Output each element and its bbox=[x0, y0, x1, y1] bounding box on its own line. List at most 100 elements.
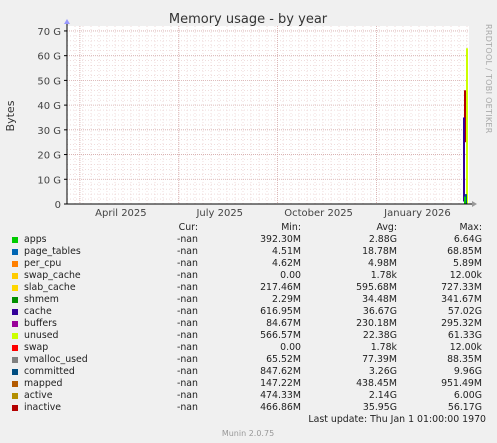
legend-cur: -nan bbox=[176, 258, 198, 269]
legend-min: 847.62M bbox=[260, 366, 301, 377]
legend-swatch bbox=[12, 357, 18, 363]
legend-max: 88.35M bbox=[447, 354, 482, 365]
legend-max: 951.49M bbox=[441, 378, 482, 389]
last-update: Last update: Thu Jan 1 01:00:00 1970 bbox=[308, 414, 486, 425]
legend-swatch bbox=[12, 333, 18, 339]
legend-item-page-tables: page_tables -nan 4.51M 18.78M 68.85M bbox=[12, 246, 492, 258]
legend-item-buffers: buffers -nan 84.67M 230.18M 295.32M bbox=[12, 318, 492, 330]
legend-rows: apps -nan 392.30M 2.88G 6.64G page_tables -nan… bbox=[12, 234, 492, 414]
legend-swatch bbox=[12, 393, 18, 399]
legend-min: 2.29M bbox=[272, 294, 301, 305]
legend-max: 68.85M bbox=[447, 246, 482, 257]
legend-swatch bbox=[12, 285, 18, 291]
y-tick-label: 30 G bbox=[37, 126, 61, 137]
legend-max: 56.17G bbox=[447, 402, 482, 413]
legend-max: 6.00G bbox=[453, 390, 482, 401]
x-tick-label: April 2025 bbox=[95, 208, 146, 219]
legend-name: per_cpu bbox=[24, 258, 62, 269]
legend-max: 57.02G bbox=[447, 306, 482, 317]
legend: Cur: Min: Avg: Max: apps -nan 392.30M 2.88G… bbox=[12, 222, 492, 414]
y-tick-label: 70 G bbox=[37, 27, 61, 38]
legend-swatch bbox=[12, 345, 18, 351]
legend-cur: -nan bbox=[176, 366, 198, 377]
x-tick-label: October 2025 bbox=[284, 208, 353, 219]
legend-avg: 36.67G bbox=[362, 306, 397, 317]
legend-item-slab-cache: slab_cache -nan 217.46M 595.68M 727.33M bbox=[12, 282, 492, 294]
legend-swatch bbox=[12, 273, 18, 279]
legend-item-swap-cache: swap_cache -nan 0.00 1.78k 12.00k bbox=[12, 270, 492, 282]
legend-name: swap bbox=[24, 342, 49, 353]
legend-min: 0.00 bbox=[280, 270, 301, 281]
legend-min: 392.30M bbox=[260, 234, 301, 245]
legend-avg: 230.18M bbox=[356, 318, 397, 329]
legend-item-inactive: inactive -nan 466.86M 35.95G 56.17G bbox=[12, 402, 492, 414]
legend-min: 616.95M bbox=[260, 306, 301, 317]
legend-name: slab_cache bbox=[24, 282, 76, 293]
legend-item-mapped: mapped -nan 147.22M 438.45M 951.49M bbox=[12, 378, 492, 390]
mark-inactive bbox=[464, 90, 466, 143]
legend-item-per-cpu: per_cpu -nan 4.62M 4.98M 5.89M bbox=[12, 258, 492, 270]
x-tick-label: July 2025 bbox=[195, 208, 243, 219]
munin-version: Munin 2.0.75 bbox=[222, 429, 274, 438]
legend-avg: 4.98M bbox=[368, 258, 397, 269]
y-tick-label: 60 G bbox=[37, 52, 61, 63]
legend-name: buffers bbox=[24, 318, 57, 329]
header-avg: Avg: bbox=[376, 222, 397, 233]
legend-cur: -nan bbox=[176, 318, 198, 329]
mark-unused bbox=[466, 48, 468, 204]
legend-cur: -nan bbox=[176, 282, 198, 293]
y-tick-label: 50 G bbox=[37, 76, 61, 87]
y-tick-label: 10 G bbox=[37, 175, 61, 186]
legend-swatch bbox=[12, 381, 18, 387]
legend-cur: -nan bbox=[176, 294, 198, 305]
legend-max: 295.32M bbox=[441, 318, 482, 329]
y-axis-arrow-icon bbox=[64, 19, 70, 24]
legend-min: 147.22M bbox=[260, 378, 301, 389]
legend-cur: -nan bbox=[176, 390, 198, 401]
mark-apps bbox=[464, 196, 466, 204]
legend-name: cache bbox=[24, 306, 52, 317]
y-tick-label: 40 G bbox=[37, 101, 61, 112]
legend-swatch bbox=[12, 237, 18, 243]
legend-name: mapped bbox=[24, 378, 63, 389]
legend-swatch bbox=[12, 321, 18, 327]
legend-max: 727.33M bbox=[441, 282, 482, 293]
legend-avg: 1.78k bbox=[370, 270, 397, 281]
legend-max: 341.67M bbox=[441, 294, 482, 305]
legend-avg: 1.78k bbox=[370, 342, 397, 353]
legend-swatch bbox=[12, 261, 18, 267]
legend-name: apps bbox=[24, 234, 47, 245]
legend-min: 65.52M bbox=[266, 354, 301, 365]
legend-max: 12.00k bbox=[449, 270, 482, 281]
x-tick-label: January 2026 bbox=[383, 208, 451, 219]
legend-name: swap_cache bbox=[24, 270, 81, 281]
y-axis-label: Bytes bbox=[4, 100, 17, 131]
legend-max: 5.89M bbox=[453, 258, 482, 269]
legend-avg: 2.14G bbox=[368, 390, 397, 401]
x-ticks: April 2025 July 2025 October 2025 January 2… bbox=[95, 208, 451, 219]
legend-name: page_tables bbox=[24, 246, 81, 257]
legend-header: Cur: Min: Avg: Max: bbox=[12, 222, 492, 234]
chart-title: Memory usage - by year bbox=[169, 12, 328, 27]
legend-swatch bbox=[12, 405, 18, 411]
y-tick-label: 20 G bbox=[37, 151, 61, 162]
legend-name: active bbox=[24, 390, 53, 401]
rrdtool-credit: RRDTOOL / TOBI OETIKER bbox=[484, 24, 493, 134]
legend-item-vmalloc-used: vmalloc_used -nan 65.52M 77.39M 88.35M bbox=[12, 354, 492, 366]
legend-cur: -nan bbox=[176, 270, 198, 281]
legend-cur: -nan bbox=[176, 378, 198, 389]
legend-item-cache: cache -nan 616.95M 36.67G 57.02G bbox=[12, 306, 492, 318]
legend-cur: -nan bbox=[176, 402, 198, 413]
legend-min: 84.67M bbox=[266, 318, 301, 329]
legend-avg: 22.38G bbox=[362, 330, 397, 341]
legend-avg: 18.78M bbox=[362, 246, 397, 257]
header-cur: Cur: bbox=[178, 222, 198, 233]
legend-item-apps: apps -nan 392.30M 2.88G 6.64G bbox=[12, 234, 492, 246]
legend-item-active: active -nan 474.33M 2.14G 6.00G bbox=[12, 390, 492, 402]
legend-name: committed bbox=[24, 366, 75, 377]
legend-cur: -nan bbox=[176, 246, 198, 257]
legend-avg: 2.88G bbox=[368, 234, 397, 245]
legend-item-unused: unused -nan 566.57M 22.38G 61.33G bbox=[12, 330, 492, 342]
legend-avg: 595.68M bbox=[356, 282, 397, 293]
